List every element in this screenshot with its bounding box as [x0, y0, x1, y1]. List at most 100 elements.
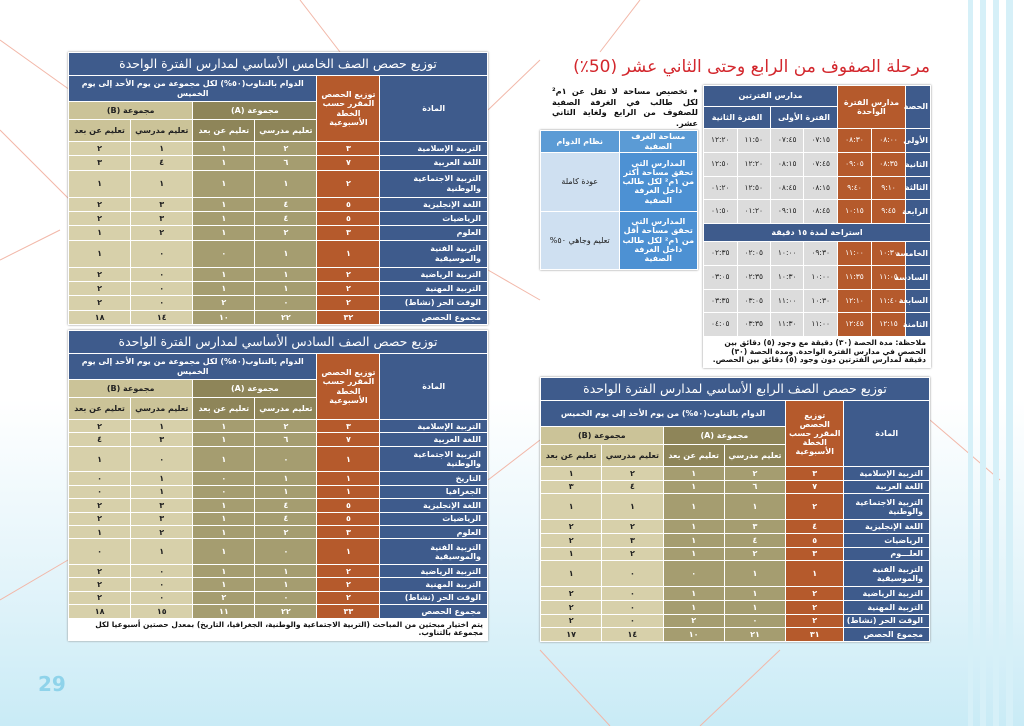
- bullet-note: • تخصيص مساحة لا تقل عن ١م² لكل طالب في …: [552, 86, 698, 128]
- a-school-cell: ٤: [723, 532, 787, 548]
- total-cell: ٢: [316, 281, 381, 297]
- b-school-cell: ٠: [130, 563, 194, 579]
- table-row: العلـــوم ٣ ٢ ١ ٢ ١: [539, 546, 930, 562]
- total-cell: ٣: [316, 140, 381, 157]
- a-remote-cell: ٠: [192, 471, 256, 486]
- b-remote-cell: ٠: [67, 484, 132, 500]
- a-school-cell: ٤: [254, 511, 318, 527]
- a-remote-cell: ٢: [192, 295, 256, 311]
- total-cell: ٧: [316, 432, 381, 447]
- b-remote-cell: ٢: [67, 498, 132, 513]
- double-time: ٠٣:٠٥: [703, 264, 738, 290]
- double-time: ٠٢:٣٥: [736, 264, 772, 290]
- a-remote-cell: ١: [192, 169, 256, 198]
- total-cell: ١: [785, 560, 845, 588]
- single-shift-header: مدارس الفترة الواحدة: [836, 85, 907, 129]
- table-row: الوقت الحر (نشاط) ٢ ٠ ٢ ٠ ٢: [67, 295, 488, 311]
- total-cell: ٢: [785, 493, 845, 521]
- subject-cell: اللغة الإنجليزية: [379, 498, 488, 513]
- table-row: التربية الرياضية ٢ ١ ١ ٠ ٢: [67, 563, 488, 579]
- a-remote-cell: ١٠: [192, 309, 256, 326]
- table-row: مجموع الحصص ٣١ ٢١ ١٠ ١٤ ١٧: [539, 627, 930, 642]
- school-header: تعليم مدرسي: [254, 397, 318, 420]
- subject-cell: التربية الاجتماعية والوطنية: [379, 169, 488, 198]
- table-title: توزيع حصص الصف الخامس الأساسي لمدارس الف…: [68, 52, 488, 76]
- a-remote-cell: ١: [662, 493, 725, 521]
- b-school-cell: ١: [130, 140, 194, 157]
- subject-cell: اللغة العربية: [379, 432, 488, 447]
- subject-cell: مجموع الحصص: [843, 627, 930, 642]
- b-remote-cell: ٢: [67, 266, 132, 283]
- school-header: تعليم مدرسي: [254, 119, 318, 142]
- a-remote-cell: ١: [662, 599, 725, 615]
- double-time: ٠٧:٤٥: [803, 151, 838, 177]
- table-row: التربية الإسلامية ٣ ٢ ١ ١ ٢: [67, 418, 488, 434]
- a-school-cell: ٢: [254, 525, 318, 540]
- a-school-cell: ٢: [254, 418, 318, 434]
- b-remote-cell: ٢: [539, 613, 603, 629]
- single-time: ١٠:١٥: [836, 199, 872, 225]
- b-school-cell: ٠: [130, 266, 194, 283]
- b-remote-cell: ٤: [67, 432, 132, 447]
- subject-cell: الرياضيات: [379, 511, 488, 527]
- b-remote-cell: ٢: [67, 563, 132, 579]
- double-time: ٠٢:٣٥: [703, 241, 738, 266]
- period-name: الثالثة: [905, 175, 931, 201]
- double-time: ١١:٥٠: [736, 128, 772, 153]
- double-time: ٠٣:٣٥: [736, 312, 772, 338]
- single-time: ٠٩:٠٥: [836, 151, 872, 177]
- a-school-cell: ٢٢: [254, 309, 318, 326]
- grade4-table: توزيع حصص الصف الرابع الأساسي لمدارس الف…: [539, 377, 930, 642]
- b-school-cell: ٣: [130, 196, 194, 213]
- table-row: الوقت الحر (نشاط) ٢ ٠ ٢ ٠ ٢: [67, 590, 488, 606]
- single-time: ٩:٤٠: [836, 175, 872, 201]
- double-time: ٠٢:٠٥: [736, 241, 772, 266]
- a-remote-cell: ١: [192, 432, 256, 447]
- total-cell: ٢: [316, 577, 381, 592]
- group-b-header: مجموعة (B): [67, 101, 194, 120]
- table-row: الثانية ٠٨:٣٥ ٠٩:٠٥ ٠٧:٤٥ ٠٨:١٥ ١٢:٢٠ ١٢:٥٠: [703, 151, 931, 177]
- b-remote-cell: ٢: [67, 196, 132, 213]
- a-school-cell: ١: [723, 599, 787, 615]
- remote-header: تعليم عن بعد: [539, 444, 603, 467]
- group-a-header: مجموعة (A): [662, 426, 787, 445]
- single-time: ١٢:١٠: [836, 288, 872, 314]
- group-row: مجموعة (A) مجموعة (B): [67, 101, 488, 120]
- note-row: يتم اختيار مبحثين من المباحث (التربية ال…: [68, 617, 488, 642]
- b-school-cell: ٠: [601, 560, 664, 588]
- subject-cell: الوقت الحر (نشاط): [379, 590, 488, 606]
- table-row: اللغة العربية ٧ ٦ ١ ٤ ٣: [67, 155, 488, 171]
- single-time: ١١:٤٠: [870, 288, 907, 314]
- a-remote-cell: ١: [662, 586, 725, 601]
- a-remote-cell: ١: [192, 445, 256, 473]
- b-remote-cell: ١٨: [67, 604, 132, 619]
- table-row: مجموع الحصص ٣٣ ٢٢ ١١ ١٥ ١٨: [67, 604, 488, 619]
- a-school-cell: ١: [723, 493, 787, 521]
- table-row: التاريخ ١ ١ ٠ ١ ٠: [67, 471, 488, 486]
- b-remote-cell: ١: [539, 493, 603, 521]
- b-remote-cell: ٢: [67, 418, 132, 434]
- b-school-cell: ٣: [130, 511, 194, 527]
- group-a-header: مجموعة (A): [192, 101, 318, 120]
- a-school-cell: ١: [254, 471, 318, 486]
- double-time: ٠٧:٤٥: [769, 128, 805, 153]
- b-remote-cell: ٢: [67, 211, 132, 227]
- subject-cell: مجموع الحصص: [379, 309, 488, 326]
- group-b-header: مجموعة (B): [540, 426, 664, 445]
- double-time: ٠٨:١٥: [803, 175, 838, 201]
- b-school-cell: ٠: [130, 239, 194, 268]
- a-remote-cell: ١: [192, 281, 256, 297]
- subject-cell: التربية المهنية: [379, 577, 488, 592]
- b-remote-cell: ٢: [67, 281, 132, 297]
- stripe: [980, 0, 986, 726]
- single-time: ٩:٤٥: [870, 199, 907, 225]
- header-row: المادة توزيع الحصص المقرر حسب الخطة الأسب…: [67, 353, 488, 420]
- subject-cell: العلـــوم: [843, 546, 930, 562]
- b-school-cell: ١: [130, 538, 194, 566]
- b-remote-cell: ٢: [67, 140, 132, 157]
- a-remote-cell: ١: [662, 479, 725, 495]
- a-school-cell: ٢: [723, 466, 787, 481]
- total-cell: ٣٣: [316, 604, 381, 619]
- double-time: ١٢:٢٠: [736, 151, 772, 177]
- a-remote-cell: ١: [192, 538, 256, 566]
